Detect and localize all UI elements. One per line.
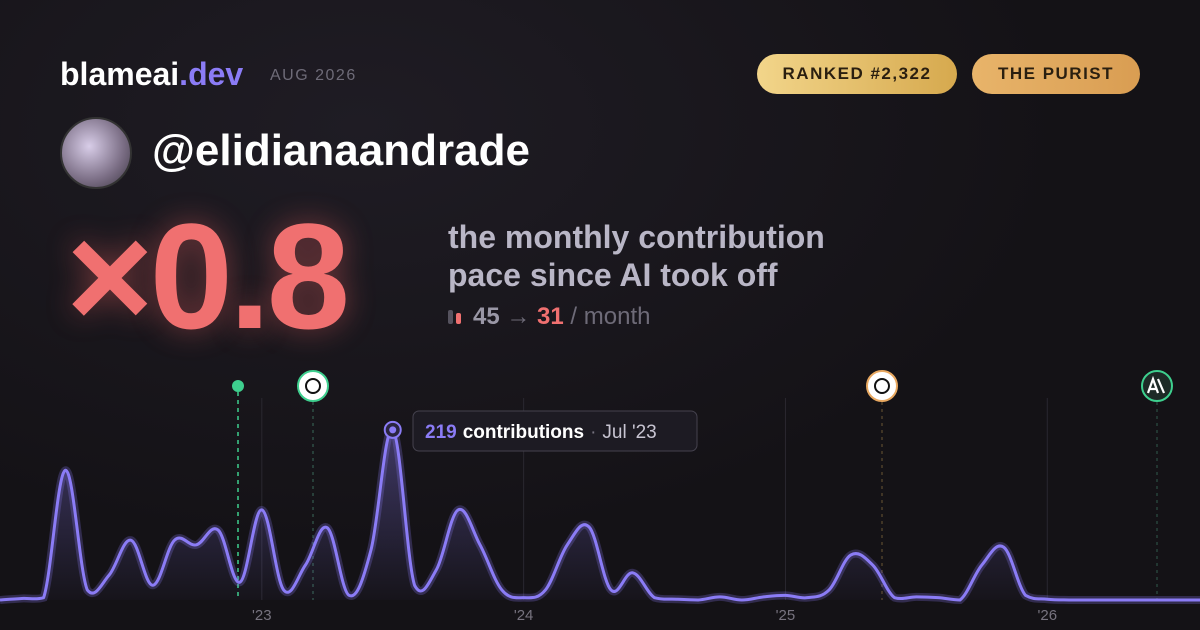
pace: 45 → 31 / month: [448, 303, 650, 331]
openai-glyph: [874, 378, 890, 394]
date: AUG 2026: [270, 67, 357, 84]
unit: / month: [570, 303, 651, 330]
pace-before: 45: [473, 303, 500, 330]
username: @elidianaandrade: [152, 126, 530, 175]
arrow: →: [506, 303, 531, 330]
peak-dot: [389, 426, 397, 434]
anthropic-icon: [1141, 370, 1173, 402]
tooltip-label: contributions: [463, 422, 584, 443]
tooltip-value: 219: [425, 422, 457, 443]
tooltip-box: [412, 410, 698, 452]
pace-icon-before: [448, 310, 453, 324]
tooltip-month: Jul '23: [602, 422, 656, 443]
area: [0, 429, 1200, 600]
tooltip-sep: ·: [590, 422, 596, 443]
multiplier: ×0.8: [66, 192, 350, 360]
openai-glyph: [305, 378, 321, 394]
brand-name: blameai: [60, 56, 180, 92]
title-badge: THE PURIST: [972, 54, 1140, 94]
subtitle-2: pace since AI took off: [448, 257, 778, 293]
events: [232, 370, 1173, 600]
tooltip: 219 contributions · Jul '23: [425, 422, 657, 443]
x-tick-label: '25: [776, 607, 796, 624]
anthropic-glyph: [1146, 375, 1166, 394]
x-tick-label: '23: [252, 607, 272, 624]
x-tick-label: '26: [1037, 607, 1057, 624]
brand: blameai.dev: [60, 56, 243, 93]
rank-badge: RANKED #2,322: [757, 54, 957, 94]
brand-suffix: .dev: [179, 56, 244, 92]
pace-icon-after: [456, 313, 461, 324]
openai-icon: [866, 370, 898, 402]
pace-after: 31: [537, 303, 564, 330]
openai-icon: [297, 370, 329, 402]
x-tick-label: '24: [514, 607, 534, 624]
avatar: [60, 117, 132, 189]
subtitle-1: the monthly contribution: [448, 219, 825, 255]
line: [0, 428, 1200, 602]
event-dot: [232, 380, 244, 392]
